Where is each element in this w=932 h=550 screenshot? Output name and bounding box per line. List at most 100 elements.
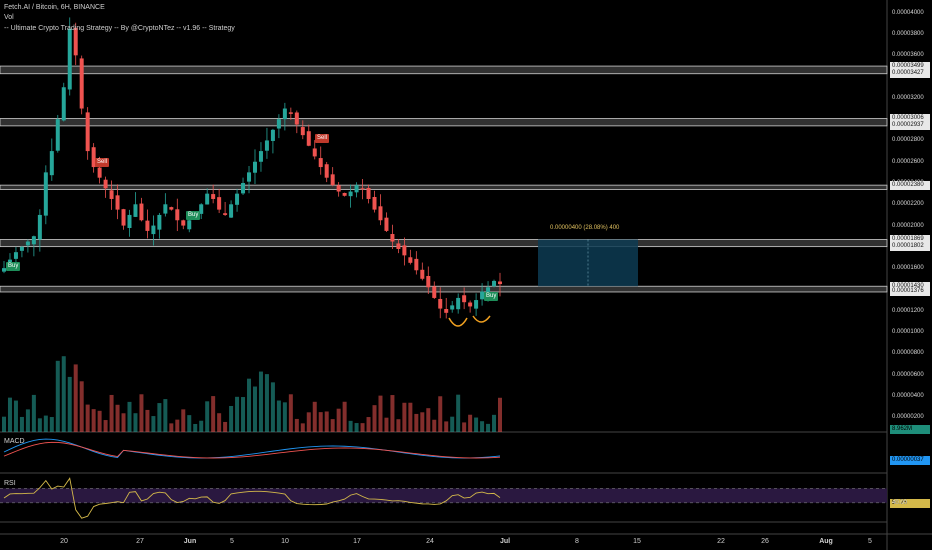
volume-bar [360,423,365,432]
price-tick-label: 0.00000200 [892,414,924,421]
date-tick-label: 8 [575,538,579,545]
measure-box [538,239,638,287]
volume-bar [414,413,419,432]
volume-bar [396,419,401,432]
candle-body [354,185,359,193]
candle-body [85,112,90,152]
candle-body [372,196,377,210]
volume-bar [85,404,90,432]
volume-bar [330,419,335,432]
volume-bar [217,413,222,432]
volume-bar [378,395,383,432]
volume-bar [163,399,168,432]
volume-bar [336,408,341,432]
volume-bar [468,414,473,432]
volume-bar [199,420,204,432]
candle-body [175,209,180,221]
candle-body [55,119,60,151]
candle-body [456,297,461,310]
volume-bar [241,397,246,432]
candle-body [223,213,228,215]
sr-zone [0,184,888,190]
rsi-tag: 50.76 [890,499,930,508]
volume-bar [193,423,198,432]
candle-body [492,280,497,287]
volume-title: Vol [4,14,14,21]
candle-body [43,172,48,216]
volume-bar [151,416,156,432]
candle-body [139,203,144,221]
volume-bar [324,411,329,432]
volume-bar [157,403,162,432]
price-tag: 0.00001869 [890,235,930,244]
volume-bar [390,395,395,432]
candle-body [145,220,150,231]
candle-body [2,268,6,272]
candle-body [468,302,473,307]
volume-bar [258,371,263,432]
strategy-title: -- Ultimate Crypto Trading Strategy -- B… [4,25,235,32]
volume-bar [97,410,102,432]
candle-body [270,129,275,141]
candle-body [396,243,401,249]
volume-bar [7,397,12,432]
volume-bar [294,418,299,432]
candle-body [91,147,96,168]
volume-bar [276,400,281,432]
volume-bar [211,396,216,432]
volume-bar [312,401,317,432]
candle-body [252,161,257,173]
volume-bar [181,409,186,432]
volume-bar [486,423,491,432]
signal-line [3,441,501,459]
chart-title: Fetch.AI / Bitcoin, 6H, BINANCE [4,4,105,11]
volume-bar [25,409,30,432]
candle-body [79,58,84,109]
volume-bar [67,376,72,432]
candle-body [378,206,383,221]
rsi-level-label: 40.00 [892,499,908,506]
candle-body [276,119,281,129]
volume-bar [420,412,425,432]
candle-body [37,214,42,240]
volume-bar [79,381,84,432]
volume-bar [127,401,132,432]
price-tick-label: 0.00001200 [892,307,924,314]
price-tick-label: 0.00000800 [892,350,924,357]
date-tick-label: 5 [230,538,234,545]
candle-body [127,214,132,229]
date-tick-label: 26 [761,538,769,545]
volume-bar [121,413,126,432]
volume-bar [252,386,257,432]
candle-body [31,236,36,245]
price-tick-label: 0.00002600 [892,158,924,165]
candle-body [498,281,502,285]
buy-signal: Buy [186,211,201,220]
candle-body [300,127,305,136]
date-tick-label: 5 [868,538,872,545]
volume-bar [402,402,407,432]
candle-body [306,131,311,146]
volume-bar [342,401,347,432]
price-tag: 0.00001802 [890,242,930,252]
macd-title: MACD [4,438,25,445]
candle-body [360,188,365,190]
candle-body [25,241,30,246]
rsi-title: RSI [4,480,16,487]
date-tick-label: 20 [60,538,68,545]
volume-tag: 8.962M [890,425,930,434]
volume-bar [139,394,144,432]
candle-body [49,151,54,176]
measure-label: 0.00000400 (28.08%) 400 [550,225,620,231]
volume-bar [13,400,18,432]
volume-bar [480,421,485,432]
volume-bar [247,378,252,432]
volume-bar [235,396,240,432]
price-tag: 0.00002937 [890,121,930,131]
candle-body [163,204,168,214]
candle-body [121,209,126,226]
candle-body [19,246,24,251]
volume-bar [384,417,389,432]
volume-bar [61,356,66,432]
